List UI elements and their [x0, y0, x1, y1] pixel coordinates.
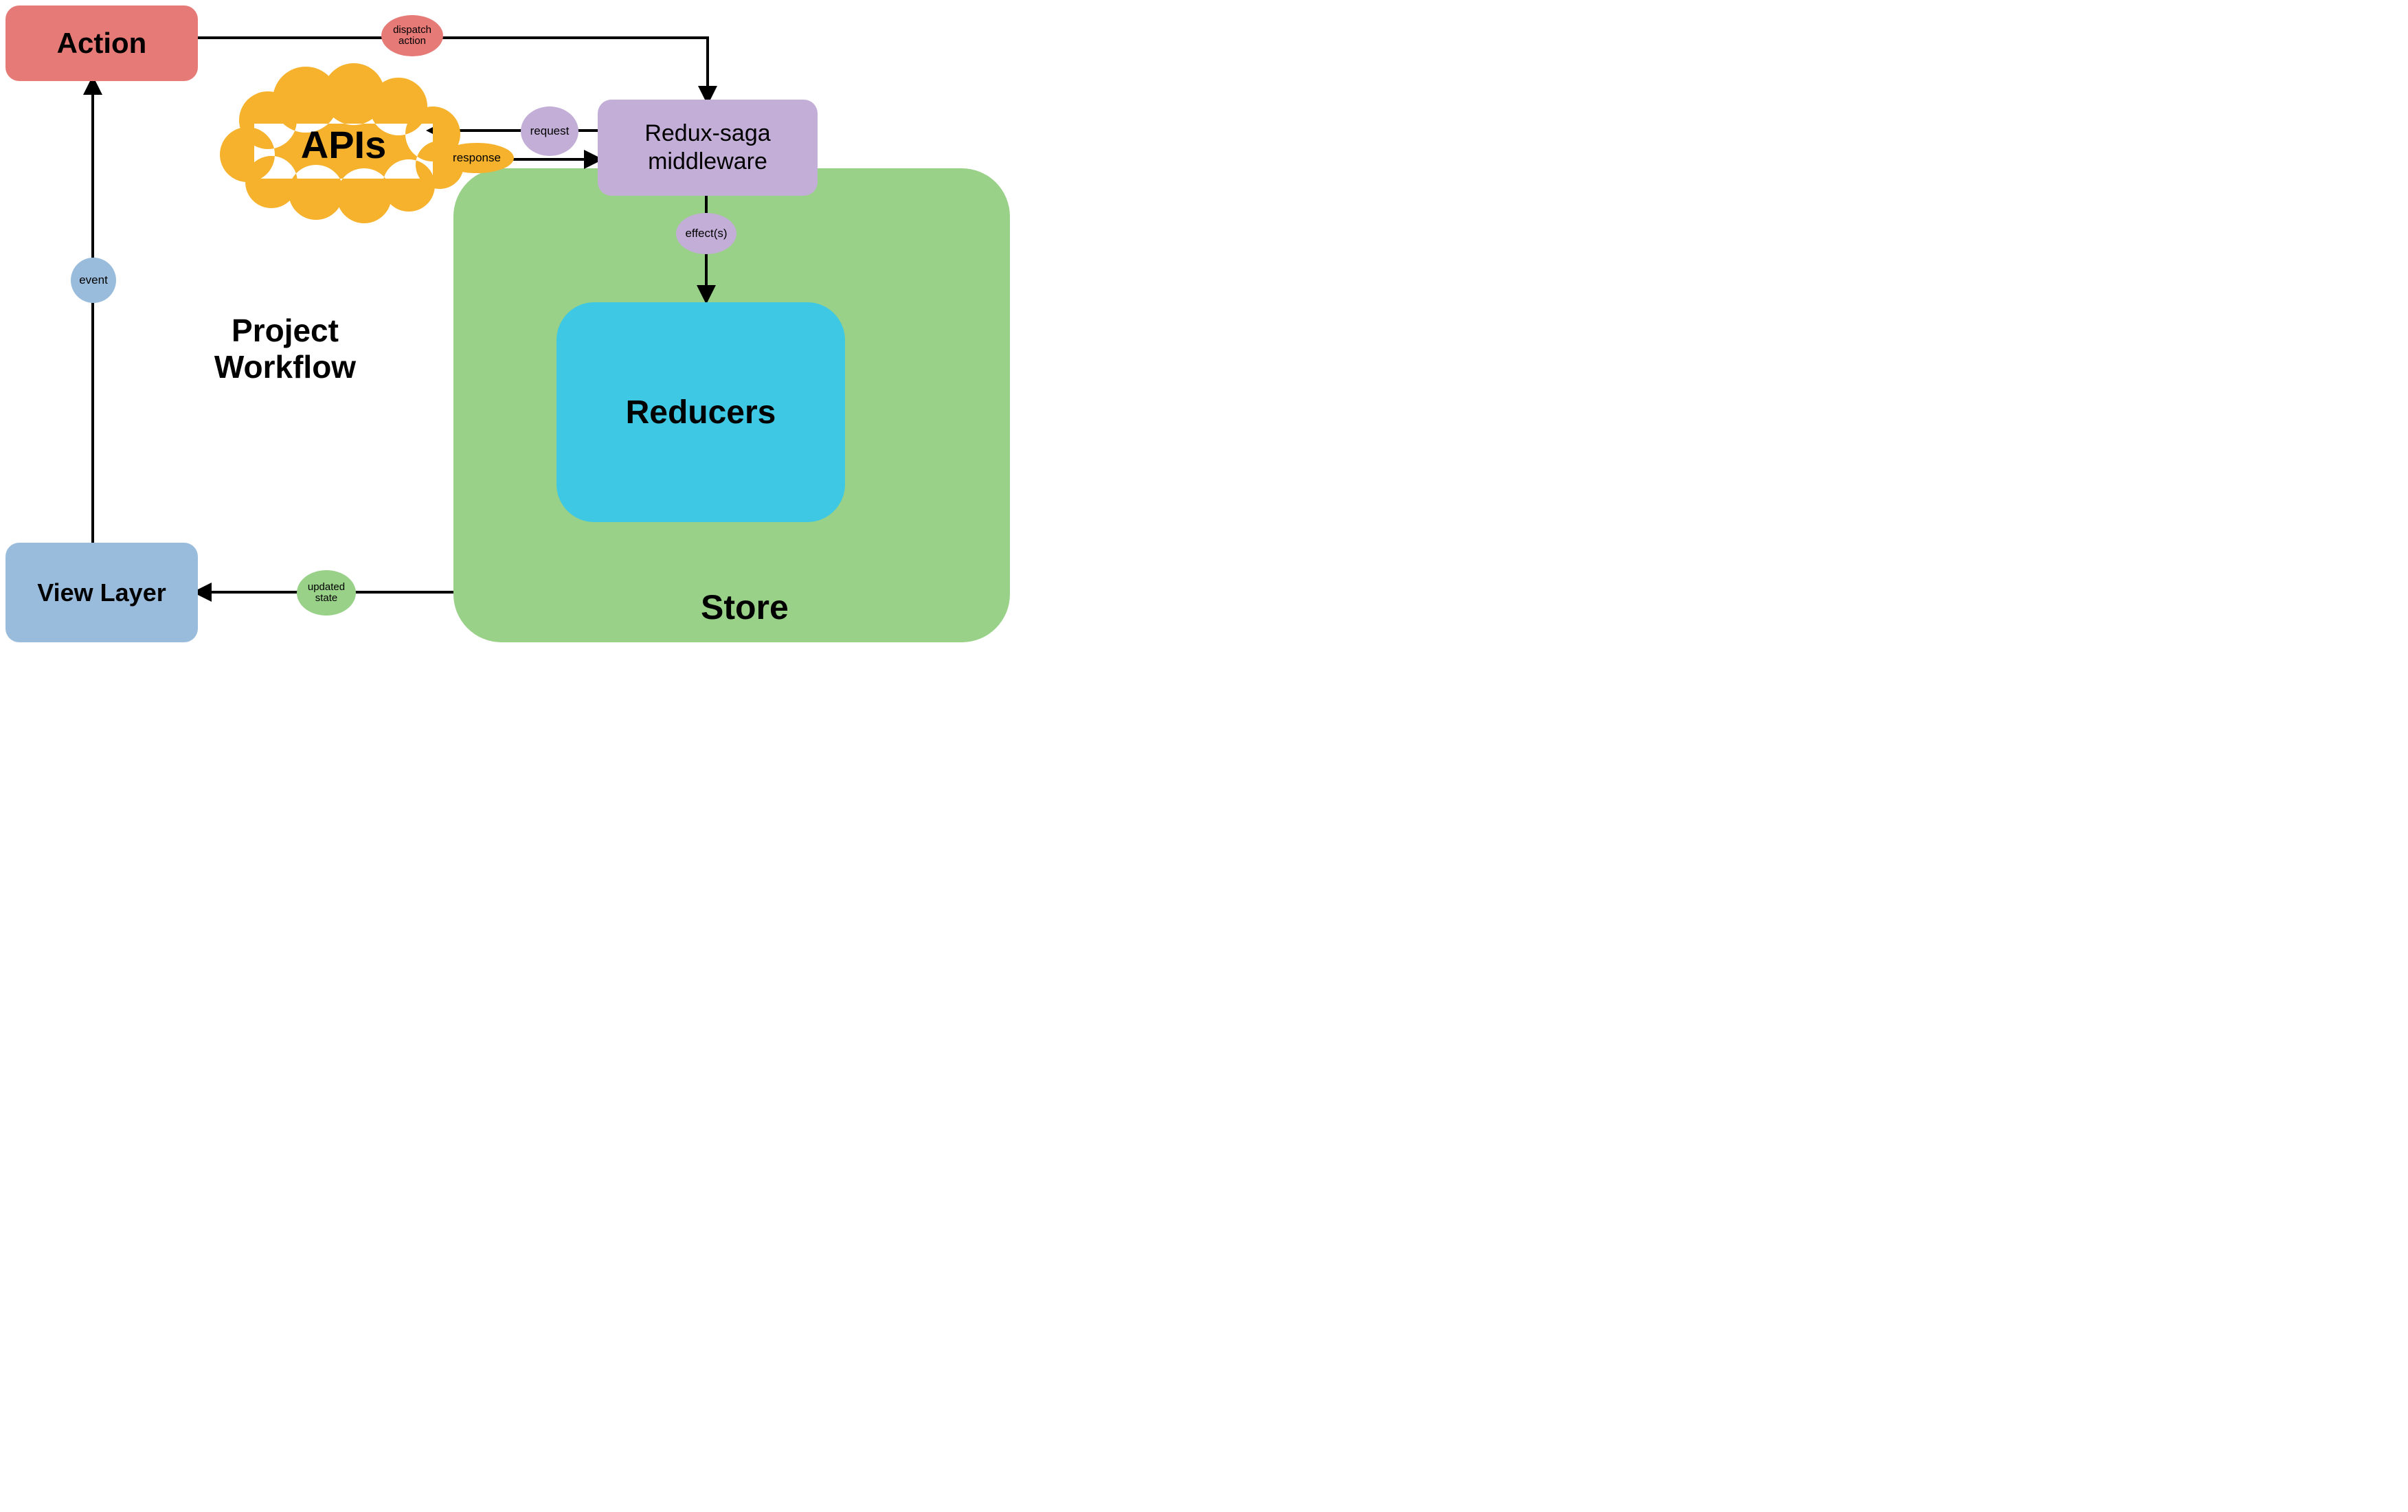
badge-dispatch: dispatch action	[381, 15, 443, 56]
action-box: Action	[5, 5, 198, 81]
store-label: Store	[701, 587, 789, 627]
middleware-box: Redux-saga middleware	[598, 100, 818, 196]
badge-updated: updated state	[297, 570, 356, 616]
title-line1: Project	[203, 313, 368, 349]
middleware-label-line2: middleware	[644, 148, 770, 176]
action-label: Action	[57, 27, 147, 60]
reducers-label: Reducers	[626, 394, 776, 431]
arrow-action-to-middleware	[198, 38, 708, 100]
reducers-box: Reducers	[556, 302, 845, 522]
apis-label: APIs	[301, 123, 387, 166]
title-line2: Workflow	[203, 349, 368, 385]
badge-event: event	[71, 258, 116, 303]
viewlayer-label: View Layer	[37, 578, 166, 607]
middleware-label: Redux-saga middleware	[644, 120, 770, 176]
badge-response: response	[440, 143, 514, 173]
badge-request: request	[521, 106, 578, 156]
badge-effects: effect(s)	[676, 213, 736, 254]
middleware-label-line1: Redux-saga	[644, 120, 770, 148]
viewlayer-box: View Layer	[5, 543, 198, 642]
diagram-title: Project Workflow	[203, 313, 368, 385]
